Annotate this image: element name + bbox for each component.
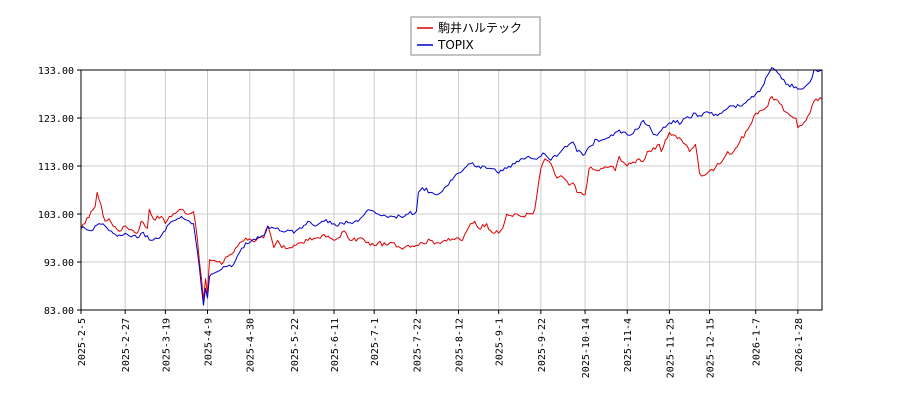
x-tick-label: 2025-12-15 [706, 318, 717, 378]
series-line-komai [80, 95, 823, 301]
x-tick-label: 2025-9-1 [495, 318, 506, 366]
legend-label-komai: 駒井ハルテック [438, 21, 522, 35]
y-tick-label: 123.00 [38, 114, 74, 125]
x-tick-label: 2025-9-22 [537, 318, 548, 372]
y-tick-label: 83.00 [44, 306, 74, 317]
x-tick-label: 2025-3-19 [161, 318, 172, 372]
y-tick-label: 103.00 [38, 210, 74, 221]
x-tick-label: 2026-1-7 [752, 318, 763, 366]
y-tick-label: 113.00 [38, 162, 74, 173]
y-tick-label: 93.00 [44, 258, 74, 269]
x-tick-label: 2025-11-4 [623, 318, 634, 372]
series-lines [80, 67, 823, 306]
x-tick-label: 2025-5-22 [290, 318, 301, 372]
x-tick-label: 2025-8-12 [455, 318, 466, 372]
y-tick-label: 133.00 [38, 66, 74, 77]
legend: 駒井ハルテック TOPIX [410, 16, 541, 56]
x-tick-label: 2025-4-9 [204, 318, 215, 366]
x-tick-label: 2025-11-25 [665, 318, 676, 378]
x-tick-label: 2025-10-14 [581, 318, 592, 378]
legend-box [410, 16, 541, 56]
series-line-topix [80, 67, 823, 306]
x-tick-label: 2025-7-22 [412, 318, 423, 372]
x-tick-label: 2025-2-27 [121, 318, 132, 372]
legend-label-topix: TOPIX [437, 38, 474, 52]
x-axis-ticks: 2025-2-5 2025-2-27 2025-3-19 2025-4-9 2025-4… [77, 310, 805, 378]
y-axis-ticks: 83.00 93.00 103.00 113.00 123.00 133.00 [38, 66, 81, 317]
x-tick-label: 2025-4-30 [246, 318, 257, 372]
x-tick-label: 2025-6-11 [330, 318, 341, 372]
plot-area-frame [80, 69, 823, 311]
x-tick-label: 2026-1-28 [794, 318, 805, 372]
x-tick-label: 2025-2-5 [77, 318, 88, 366]
x-tick-label: 2025-7-1 [370, 318, 381, 366]
